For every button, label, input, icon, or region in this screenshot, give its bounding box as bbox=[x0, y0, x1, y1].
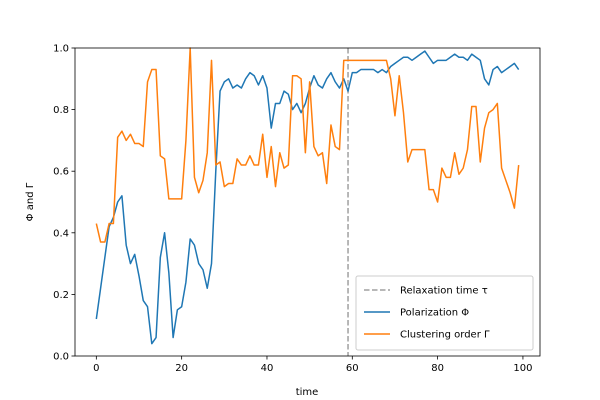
x-tick-label: 20 bbox=[175, 363, 188, 374]
y-tick-label: 0.4 bbox=[53, 228, 69, 239]
plot-area bbox=[95, 47, 520, 356]
x-axis-label: time bbox=[296, 387, 319, 398]
series-line-clustering-order bbox=[95, 47, 520, 243]
y-axis-label: Φ and Γ bbox=[25, 182, 36, 221]
ticks: 0 20 40 60 80 100 0.0 0.2 0.4 0.6 0.8 1.0 bbox=[53, 44, 532, 375]
x-tick-label: 80 bbox=[431, 363, 444, 374]
y-tick-label: 0.6 bbox=[53, 167, 69, 178]
x-tick-label: 100 bbox=[513, 363, 532, 374]
legend-entry-relaxation-time-label: Relaxation time τ bbox=[400, 286, 488, 297]
legend: Relaxation time τ Polarization Φ Clusterin… bbox=[355, 275, 534, 351]
y-tick-label: 0.8 bbox=[53, 105, 69, 116]
x-tick-label: 40 bbox=[261, 363, 274, 374]
x-tick-label: 60 bbox=[346, 363, 359, 374]
legend-entry-clustering-order-label: Clustering order Γ bbox=[400, 330, 490, 341]
legend-entry-polarization-label: Polarization Φ bbox=[400, 308, 469, 319]
series-line-polarization bbox=[95, 50, 520, 345]
x-tick-label: 0 bbox=[93, 363, 99, 374]
y-tick-label: 0.0 bbox=[53, 352, 69, 363]
y-tick-label: 1.0 bbox=[53, 44, 69, 55]
axes bbox=[74, 47, 541, 357]
axes-frame bbox=[74, 47, 541, 357]
y-tick-label: 0.2 bbox=[53, 290, 69, 301]
legend-box bbox=[355, 275, 534, 351]
